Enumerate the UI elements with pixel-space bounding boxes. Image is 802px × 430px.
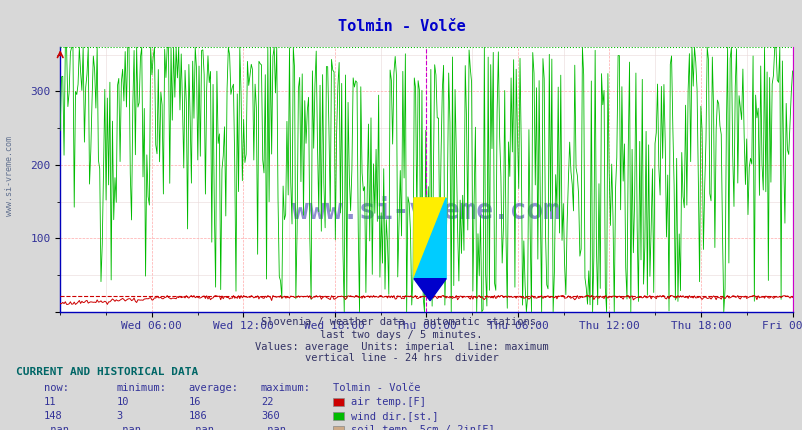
Text: 22: 22 (261, 397, 273, 407)
Text: www.si-vreme.com: www.si-vreme.com (5, 136, 14, 216)
Text: Values: average  Units: imperial  Line: maximum: Values: average Units: imperial Line: ma… (254, 341, 548, 352)
Text: last two days / 5 minutes.: last two days / 5 minutes. (320, 329, 482, 340)
Text: wind dir.[st.]: wind dir.[st.] (350, 411, 438, 421)
Text: vertical line - 24 hrs  divider: vertical line - 24 hrs divider (304, 353, 498, 363)
Text: 11: 11 (44, 397, 57, 407)
Text: -nan: -nan (44, 424, 69, 430)
Text: average:: average: (188, 383, 238, 393)
Text: -nan: -nan (116, 424, 141, 430)
Polygon shape (413, 279, 446, 301)
Text: Tolmin - Volče: Tolmin - Volče (333, 383, 420, 393)
Text: 16: 16 (188, 397, 201, 407)
Polygon shape (413, 198, 446, 279)
Text: maximum:: maximum: (261, 383, 310, 393)
Text: Slovenia / weather data - automatic stations.: Slovenia / weather data - automatic stat… (261, 316, 541, 327)
Text: soil temp. 5cm / 2in[F]: soil temp. 5cm / 2in[F] (350, 424, 494, 430)
Text: 3: 3 (116, 411, 123, 421)
Text: 10: 10 (116, 397, 129, 407)
Text: CURRENT AND HISTORICAL DATA: CURRENT AND HISTORICAL DATA (16, 367, 198, 377)
Text: Tolmin - Volče: Tolmin - Volče (337, 19, 465, 34)
Polygon shape (413, 198, 446, 279)
Text: 148: 148 (44, 411, 63, 421)
Text: 360: 360 (261, 411, 279, 421)
Text: -nan: -nan (261, 424, 286, 430)
Text: www.si-vreme.com: www.si-vreme.com (292, 197, 560, 225)
Text: 186: 186 (188, 411, 207, 421)
Text: minimum:: minimum: (116, 383, 166, 393)
Text: air temp.[F]: air temp.[F] (350, 397, 425, 407)
Text: -nan: -nan (188, 424, 213, 430)
Text: now:: now: (44, 383, 69, 393)
